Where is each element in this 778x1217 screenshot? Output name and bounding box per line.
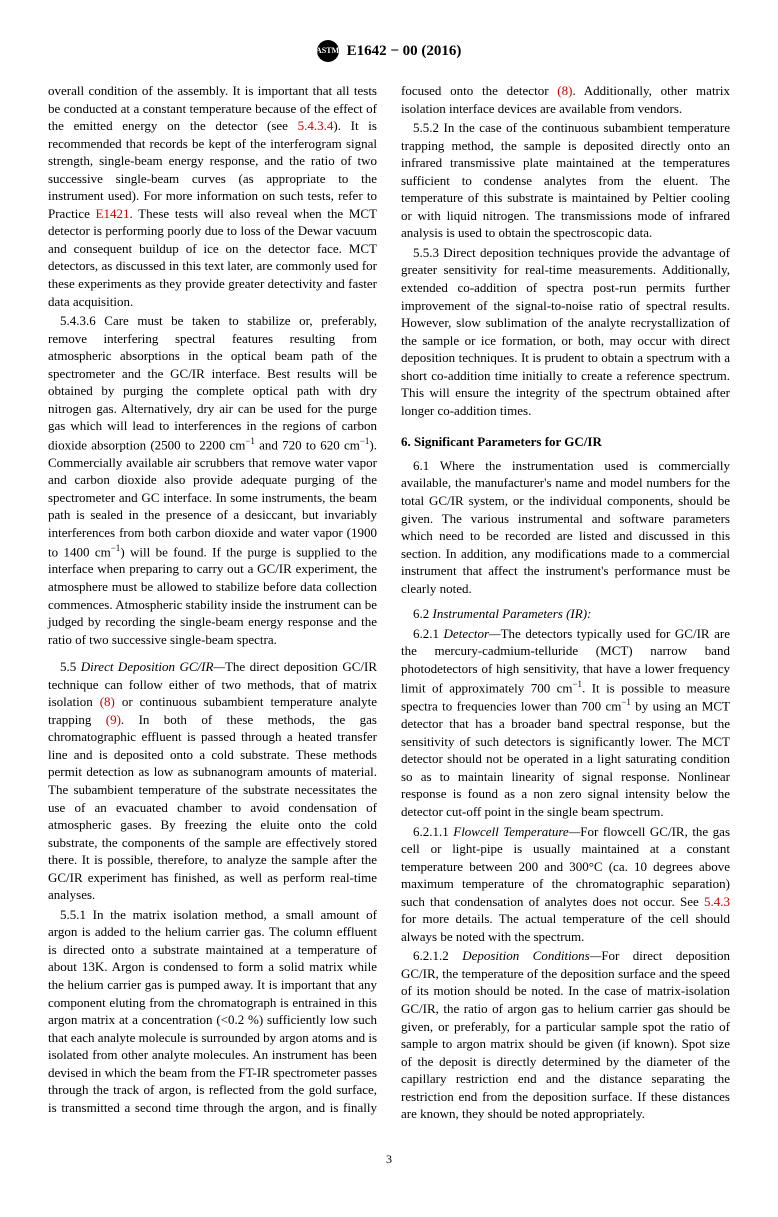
page-number: 3 bbox=[48, 1151, 730, 1167]
para-5-5-2: 5.5.2 In the case of the continuous suba… bbox=[401, 119, 730, 242]
para-6-2-1-2: 6.2.1.2 Deposition Conditions—For direct… bbox=[401, 947, 730, 1122]
section-number: 6.2 bbox=[413, 606, 433, 621]
astm-logo: ASTM bbox=[317, 40, 339, 62]
section-title: Detector— bbox=[444, 626, 501, 641]
text: by using an MCT detector that has a broa… bbox=[401, 699, 730, 819]
section-title: Instrumental Parameters (IR): bbox=[433, 606, 592, 621]
superscript: −1 bbox=[111, 543, 121, 553]
section-number: 6.2.1 bbox=[413, 626, 444, 641]
text: for more details. The actual temperature… bbox=[401, 911, 730, 944]
superscript: −1 bbox=[360, 436, 370, 446]
section-title: Direct Deposition GC/IR— bbox=[81, 659, 225, 674]
section-number: 6.2.1.1 bbox=[413, 824, 453, 839]
text: . These tests will also reveal when the … bbox=[48, 206, 377, 309]
superscript: −1 bbox=[572, 679, 582, 689]
para-6-2-1-1: 6.2.1.1 Flowcell Temperature—For flowcel… bbox=[401, 823, 730, 946]
ref-5-4-3-4: 5.4.3.4 bbox=[298, 118, 334, 133]
section-number: 5.5 bbox=[60, 659, 81, 674]
text: 5.5.2 In the case of the continuous suba… bbox=[401, 120, 730, 240]
superscript: −1 bbox=[245, 436, 255, 446]
text: and 720 to 620 cm bbox=[255, 437, 360, 452]
ref-9: (9) bbox=[106, 712, 121, 727]
text: 5.4.3.6 Care must be taken to stabilize … bbox=[48, 313, 377, 452]
text: ). Commercially available air scrubbers … bbox=[48, 437, 377, 559]
ref-8: (8) bbox=[557, 83, 572, 98]
para-6-1: 6.1 Where the instrumentation used is co… bbox=[401, 457, 730, 597]
para-5-5: 5.5 Direct Deposition GC/IR—The direct d… bbox=[48, 658, 377, 904]
section-title: Deposition Conditions— bbox=[462, 948, 601, 963]
section-number: 6.2.1.2 bbox=[413, 948, 462, 963]
para-6-2: 6.2 Instrumental Parameters (IR): bbox=[401, 605, 730, 623]
superscript: −1 bbox=[621, 697, 631, 707]
text: 5.5.3 Direct deposition techniques provi… bbox=[401, 245, 730, 418]
ref-e1421: E1421 bbox=[96, 206, 130, 221]
ref-5-4-3: 5.4.3 bbox=[704, 894, 730, 909]
page-header: ASTM E1642 − 00 (2016) bbox=[48, 40, 730, 62]
section-6-heading: 6. Significant Parameters for GC/IR bbox=[401, 433, 730, 451]
text: ) will be found. If the purge is supplie… bbox=[48, 544, 377, 647]
text: For direct deposition GC/IR, the tempera… bbox=[401, 948, 730, 1121]
para-5-4-3-5-cont: overall condition of the assembly. It is… bbox=[48, 82, 377, 310]
text: 6.1 Where the instrumentation used is co… bbox=[401, 458, 730, 596]
para-5-4-3-6: 5.4.3.6 Care must be taken to stabilize … bbox=[48, 312, 377, 648]
ref-8: (8) bbox=[100, 694, 115, 709]
document-id: E1642 − 00 (2016) bbox=[347, 41, 462, 61]
para-5-5-3: 5.5.3 Direct deposition techniques provi… bbox=[401, 244, 730, 419]
para-6-2-1: 6.2.1 Detector—The detectors typically u… bbox=[401, 625, 730, 821]
text: . In both of these methods, the gas chro… bbox=[48, 712, 377, 902]
section-title: Flowcell Temperature— bbox=[453, 824, 580, 839]
body-columns: overall condition of the assembly. It is… bbox=[48, 82, 730, 1123]
